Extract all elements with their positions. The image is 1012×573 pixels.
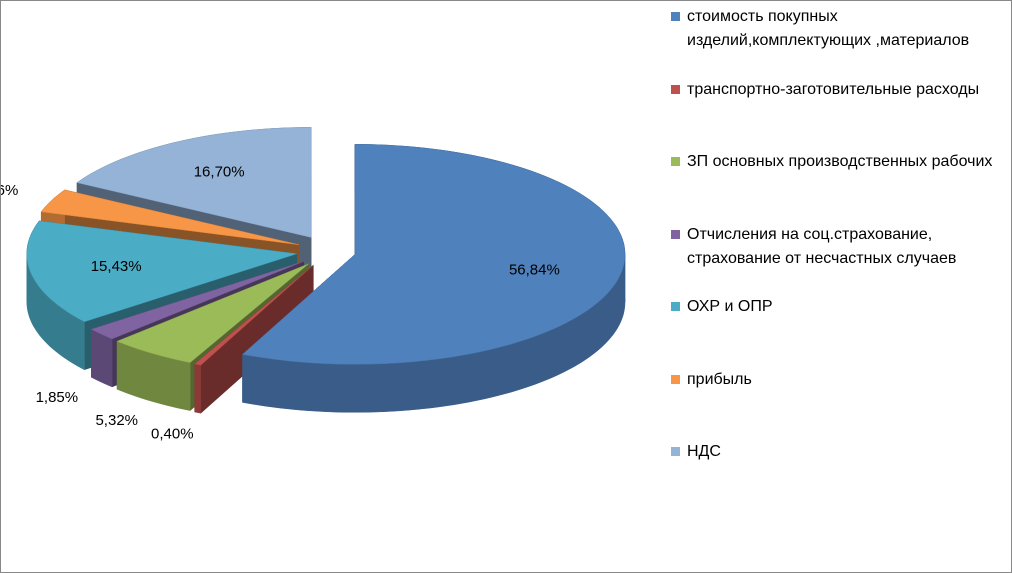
legend-item: ОХР и ОПР	[669, 295, 999, 368]
legend-label: прибыль	[687, 370, 752, 388]
slice	[40, 189, 299, 245]
slice	[194, 265, 314, 366]
data-label: 0,40%	[151, 425, 194, 442]
legend-swatch	[671, 302, 680, 311]
legend-item: НДС	[669, 440, 999, 513]
legend-swatch	[671, 374, 680, 384]
legend-label: Отчисления на соц.страхование, страхован…	[687, 225, 957, 267]
legend-swatch	[671, 157, 680, 166]
legend-swatch	[671, 447, 680, 456]
slice	[241, 144, 626, 365]
data-label: 16,70%	[194, 164, 245, 181]
data-label: 3,46%	[1, 182, 18, 199]
slice-side	[91, 328, 113, 388]
legend-item: транспортно-заготовительные расходы	[669, 78, 999, 151]
data-label: 15,43%	[91, 258, 142, 275]
legend-label: ЗП основных производственных рабочих	[687, 153, 993, 170]
legend-swatch	[671, 229, 680, 239]
legend-item: Отчисления на соц.страхование, страхован…	[669, 223, 999, 296]
slice	[116, 263, 309, 363]
legend-swatch	[671, 84, 680, 94]
legend: стоимость покупных изделий,комплектующих…	[669, 5, 999, 513]
legend-item: ЗП основных производственных рабочих	[669, 150, 999, 223]
legend-swatch	[671, 12, 680, 21]
data-label: 56,84%	[509, 261, 560, 278]
legend-label: транспортно-заготовительные расходы	[687, 80, 980, 98]
slice-side	[194, 363, 202, 414]
slice	[26, 220, 297, 322]
data-label: 1,85%	[36, 389, 79, 406]
legend-label: ОХР и ОПР	[687, 298, 773, 315]
slice	[90, 261, 304, 340]
legend-item: прибыль	[669, 368, 999, 441]
legend-label: стоимость покупных изделий,комплектующих…	[687, 8, 970, 49]
data-label: 5,32%	[95, 412, 138, 429]
legend-label: НДС	[687, 443, 721, 460]
slice	[76, 127, 312, 238]
legend-item: стоимость покупных изделий,комплектующих…	[669, 5, 999, 78]
pie-plot: 56,84% 0,40% 5,32% 1,85% 15,43% 3,46% 16,70%	[1, 127, 626, 442]
